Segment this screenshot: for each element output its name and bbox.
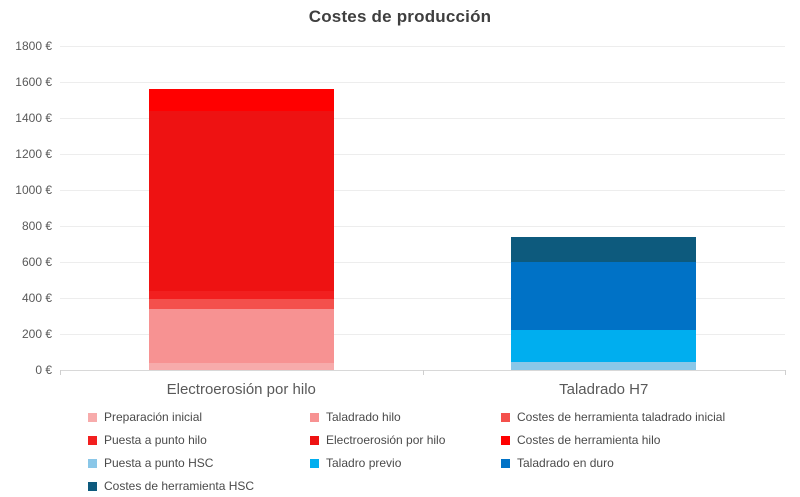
legend-swatch-icon (501, 412, 510, 422)
legend-swatch-icon (501, 435, 510, 445)
chart-title: Costes de producción (308, 7, 492, 26)
y-tick-label: 1200 € (15, 147, 52, 161)
bar-segment (511, 361, 697, 370)
bar-segment (148, 110, 334, 291)
gridline (60, 190, 785, 191)
y-tick-label: 600 € (21, 255, 52, 269)
gridline (60, 262, 785, 263)
legend-label: Taladrado en duro (517, 456, 614, 470)
legend-item[interactable]: Costes de herramienta hilo (501, 433, 660, 447)
legend-label: Costes de herramienta hilo (517, 433, 661, 447)
gridline (60, 46, 785, 47)
gridline (60, 226, 785, 227)
legend-label: Puesta a punto HSC (104, 456, 214, 470)
y-tick-label: 800 € (21, 219, 52, 233)
legend-label: Costes de herramienta HSC (104, 479, 255, 493)
chart-legend: Preparación inicial Taladrado hilo Costes … (88, 410, 788, 494)
legend-swatch-icon (310, 458, 319, 468)
legend-swatch-icon (310, 435, 319, 445)
y-tick-label: 1600 € (15, 75, 52, 89)
legend-swatch-icon (88, 435, 97, 445)
y-tick-label: 1800 € (15, 39, 52, 53)
gridline (60, 118, 785, 119)
legend-item[interactable]: Puesta a punto hilo (88, 433, 207, 447)
bar-segment (511, 236, 697, 262)
stacked-bar (148, 46, 334, 370)
y-tick-label: 1000 € (15, 183, 52, 197)
bar-segment (148, 308, 334, 363)
legend-label: Taladrado hilo (326, 410, 401, 424)
legend-item[interactable]: Electroerosión por hilo (310, 433, 445, 447)
legend-item[interactable]: Puesta a punto HSC (88, 456, 213, 470)
plot-area (60, 46, 786, 375)
bar-segment (148, 290, 334, 299)
y-tick-label: 200 € (21, 327, 52, 341)
y-tick-label: 0 € (35, 363, 52, 377)
legend-item[interactable]: Costes de herramienta taladrado inicial (501, 410, 725, 424)
x-axis-line (60, 370, 785, 371)
bar-segment (148, 362, 334, 370)
legend-item[interactable]: Taladrado en duro (501, 456, 614, 470)
bar-segment (511, 262, 697, 330)
x-axis-tick (423, 370, 424, 375)
x-axis-tick (785, 370, 786, 375)
gridline (60, 154, 785, 155)
legend-swatch-icon (310, 412, 319, 422)
legend-swatch-icon (88, 458, 97, 468)
stacked-bar (511, 46, 697, 370)
gridline (60, 82, 785, 83)
y-tick-label: 400 € (21, 291, 52, 305)
legend-swatch-icon (88, 412, 97, 422)
legend-swatch-icon (88, 481, 97, 491)
legend-label: Taladro previo (326, 456, 402, 470)
legend-label: Electroerosión por hilo (326, 433, 446, 447)
legend-item[interactable]: Costes de herramienta HSC (88, 479, 254, 493)
legend-item[interactable]: Preparación inicial (88, 410, 202, 424)
category-label: Electroerosión por hilo (166, 381, 316, 398)
bar-segment (148, 298, 334, 309)
gridline (60, 298, 785, 299)
legend-label: Costes de herramienta taladrado inicial (517, 410, 726, 424)
legend-label: Preparación inicial (104, 410, 203, 424)
legend-item[interactable]: Taladro previo (310, 456, 401, 470)
category-label: Taladrado H7 (559, 381, 649, 398)
gridline (60, 334, 785, 335)
bar-segment (511, 329, 697, 362)
y-tick-label: 1400 € (15, 111, 52, 125)
legend-swatch-icon (501, 458, 510, 468)
bar-segment (148, 89, 334, 111)
legend-label: Puesta a punto hilo (104, 433, 207, 447)
x-axis-tick (60, 370, 61, 375)
legend-item[interactable]: Taladrado hilo (310, 410, 401, 424)
